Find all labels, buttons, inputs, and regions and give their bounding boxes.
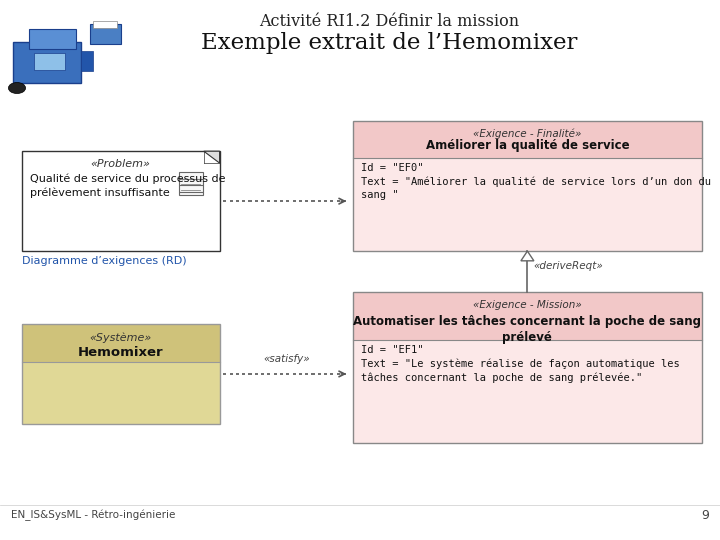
Bar xyxy=(22,324,220,362)
Text: Hemomixer: Hemomixer xyxy=(78,346,163,359)
Bar xyxy=(22,324,220,424)
Bar xyxy=(93,21,117,28)
Bar xyxy=(22,151,220,251)
Text: «deriveReqt»: «deriveReqt» xyxy=(533,261,603,271)
Bar xyxy=(179,172,203,195)
Bar xyxy=(353,340,702,443)
Text: «Exigence - Finalité»: «Exigence - Finalité» xyxy=(473,128,582,139)
Bar xyxy=(353,292,702,340)
Text: Id = "EF0"
Text = "Améliorer la qualité de service lors d’un don du
sang ": Id = "EF0" Text = "Améliorer la qualité … xyxy=(361,163,711,200)
Bar xyxy=(30,29,76,50)
Bar xyxy=(353,292,702,443)
Text: Automatiser les tâches concernant la poche de sang
prélevé: Automatiser les tâches concernant la poc… xyxy=(354,315,701,344)
Text: Exemple extrait de l’Hemomixer: Exemple extrait de l’Hemomixer xyxy=(201,32,577,55)
Bar xyxy=(353,158,702,251)
Bar xyxy=(81,51,93,71)
Polygon shape xyxy=(521,251,534,261)
Text: «Problem»: «Problem» xyxy=(91,159,150,169)
Text: Activité RI1.2 Définir la mission: Activité RI1.2 Définir la mission xyxy=(258,14,519,30)
Bar xyxy=(91,24,121,44)
Polygon shape xyxy=(204,151,220,163)
Text: Id = "EF1"
Text = "Le système réalise de façon automatique les
tâches concernant: Id = "EF1" Text = "Le système réalise de… xyxy=(361,346,680,383)
Ellipse shape xyxy=(9,83,26,93)
Bar xyxy=(353,122,702,251)
Bar xyxy=(34,53,65,70)
Text: 9: 9 xyxy=(701,509,709,522)
Text: «Exigence - Mission»: «Exigence - Mission» xyxy=(473,300,582,310)
Text: EN_IS&SysML - Rétro-ingénierie: EN_IS&SysML - Rétro-ingénierie xyxy=(11,510,175,522)
Bar xyxy=(353,122,702,158)
Text: «satisfy»: «satisfy» xyxy=(263,354,310,364)
Text: Améliorer la qualité de service: Améliorer la qualité de service xyxy=(426,139,629,152)
Bar xyxy=(22,362,220,424)
Text: «Système»: «Système» xyxy=(89,332,152,343)
Text: Diagramme d’exigences (RD): Diagramme d’exigences (RD) xyxy=(22,256,186,267)
Bar xyxy=(14,42,81,84)
Text: Qualité de service du processus de
prélèvement insuffisante: Qualité de service du processus de prélè… xyxy=(30,174,226,198)
